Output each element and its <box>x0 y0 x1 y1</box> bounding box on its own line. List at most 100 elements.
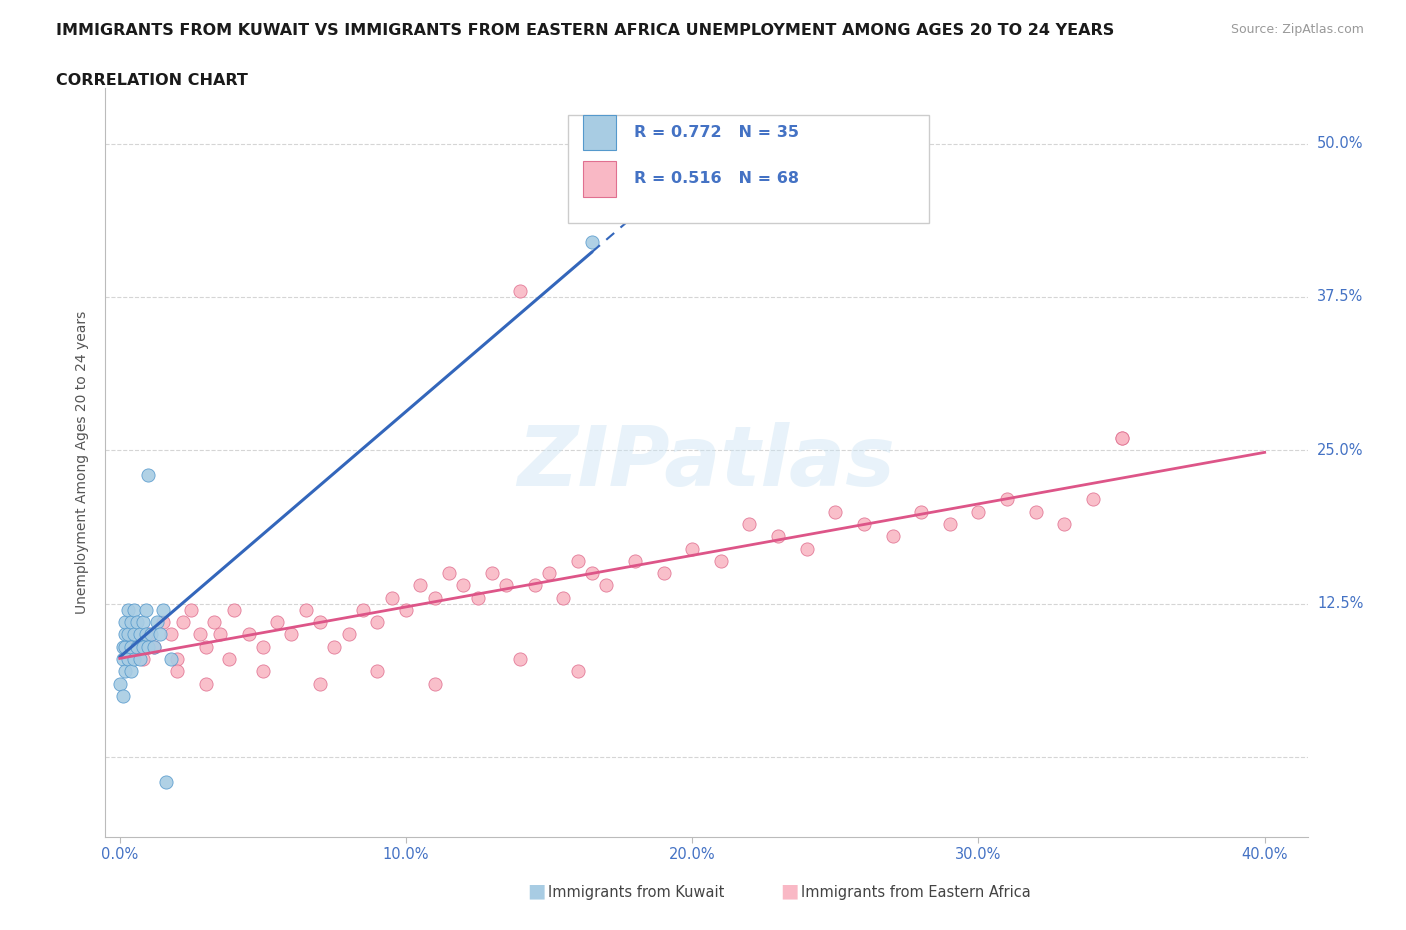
Text: Source: ZipAtlas.com: Source: ZipAtlas.com <box>1230 23 1364 36</box>
Point <box>160 627 183 642</box>
Point <box>538 565 561 580</box>
Point <box>122 627 145 642</box>
Point <box>117 603 139 618</box>
Text: 37.5%: 37.5% <box>1317 289 1364 304</box>
Bar <box>582 114 616 151</box>
Point <box>122 603 145 618</box>
Point <box>495 578 517 592</box>
Point <box>252 664 274 679</box>
Text: R = 0.516   N = 68: R = 0.516 N = 68 <box>634 171 800 186</box>
Point <box>138 627 160 642</box>
Point <box>188 627 211 642</box>
Point <box>202 615 225 630</box>
Point <box>467 591 489 605</box>
Point <box>172 615 194 630</box>
Point <box>766 529 789 544</box>
Point <box>155 775 177 790</box>
Point <box>567 664 589 679</box>
Point <box>882 529 904 544</box>
Point <box>1025 504 1047 519</box>
Point <box>1111 431 1133 445</box>
Point <box>117 652 139 667</box>
Point <box>141 627 163 642</box>
Point <box>180 603 202 618</box>
Point <box>423 676 446 691</box>
Point <box>120 639 142 654</box>
Point <box>523 578 546 592</box>
Point <box>323 639 346 654</box>
Point <box>910 504 932 519</box>
Point <box>266 615 288 630</box>
Text: 25.0%: 25.0% <box>1317 443 1364 458</box>
Point <box>125 639 148 654</box>
Point <box>111 688 134 703</box>
Point <box>138 468 160 483</box>
Bar <box>582 161 616 197</box>
Point <box>481 565 503 580</box>
Point <box>114 627 136 642</box>
Point <box>194 676 217 691</box>
Point <box>395 603 418 618</box>
Point <box>852 516 875 531</box>
Point <box>114 664 136 679</box>
Point <box>131 652 153 667</box>
Point <box>135 627 156 642</box>
Point <box>595 578 617 592</box>
Point <box>738 516 761 531</box>
Point <box>710 553 733 568</box>
Point <box>120 615 142 630</box>
Point <box>294 603 316 618</box>
Point <box>509 652 531 667</box>
Point <box>149 627 172 642</box>
Point <box>451 578 474 592</box>
Point <box>122 639 145 654</box>
Point <box>423 591 446 605</box>
Point <box>567 553 589 568</box>
Text: Immigrants from Eastern Africa: Immigrants from Eastern Africa <box>801 885 1031 900</box>
Point <box>366 615 388 630</box>
Point <box>796 541 818 556</box>
Point <box>218 652 240 667</box>
Point <box>194 639 217 654</box>
Point <box>146 615 169 630</box>
Point <box>224 603 246 618</box>
Point <box>1053 516 1076 531</box>
Point <box>309 615 332 630</box>
Point <box>967 504 990 519</box>
Point <box>108 676 131 691</box>
Point <box>138 639 160 654</box>
Text: CORRELATION CHART: CORRELATION CHART <box>56 73 247 87</box>
Point <box>995 492 1018 507</box>
Point <box>939 516 962 531</box>
Point <box>111 652 134 667</box>
Point <box>143 639 166 654</box>
Point <box>166 652 188 667</box>
Y-axis label: Unemployment Among Ages 20 to 24 years: Unemployment Among Ages 20 to 24 years <box>76 311 90 615</box>
Point <box>114 615 136 630</box>
Point <box>252 639 274 654</box>
Point <box>120 664 142 679</box>
Text: ZIPatlas: ZIPatlas <box>517 422 896 503</box>
Point <box>581 565 603 580</box>
Text: ■: ■ <box>527 882 546 900</box>
Point <box>824 504 846 519</box>
Point <box>581 234 603 249</box>
Point <box>381 591 404 605</box>
Point <box>111 639 134 654</box>
Point <box>131 615 153 630</box>
Point <box>238 627 260 642</box>
Point <box>128 652 150 667</box>
Point <box>128 627 150 642</box>
Point <box>681 541 703 556</box>
Point <box>117 627 139 642</box>
Point <box>509 284 531 299</box>
Point <box>122 652 145 667</box>
Text: R = 0.772   N = 35: R = 0.772 N = 35 <box>634 125 800 140</box>
Point <box>152 603 174 618</box>
Point <box>208 627 231 642</box>
Point <box>366 664 388 679</box>
Text: ■: ■ <box>780 882 799 900</box>
Point <box>309 676 332 691</box>
Point <box>114 639 136 654</box>
Point <box>409 578 432 592</box>
